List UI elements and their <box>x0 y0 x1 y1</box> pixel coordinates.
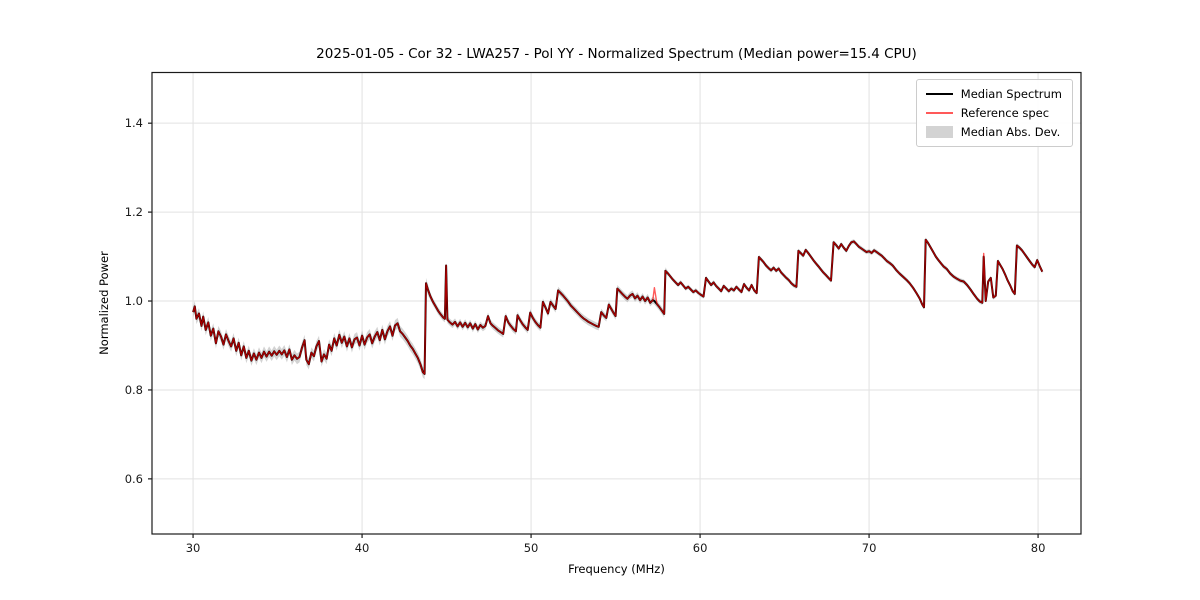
legend: Median Spectrum Reference spec Median Ab… <box>915 79 1073 147</box>
y-axis-label: Normalized Power <box>97 251 111 355</box>
chart-title: 2025-01-05 - Cor 32 - LWA257 - Pol YY - … <box>316 46 917 62</box>
reference-spec-line <box>192 239 1043 375</box>
y-tick-label: 1.0 <box>125 294 143 308</box>
mad-band-swatch-icon <box>925 126 953 138</box>
x-tick-label: 80 <box>1031 541 1046 555</box>
y-tick-label: 0.6 <box>125 472 143 486</box>
median-line-swatch-icon <box>925 93 953 95</box>
legend-label: Median Abs. Dev. <box>960 125 1061 139</box>
legend-label: Reference spec <box>960 106 1050 120</box>
axes-spines <box>151 71 1082 535</box>
legend-item-median-abs-dev: Median Abs. Dev. <box>925 125 1062 139</box>
y-tick-label: 1.2 <box>125 205 143 219</box>
x-axis-label: Frequency (MHz) <box>568 562 665 576</box>
y-tick-label: 0.8 <box>125 383 143 397</box>
x-tick-label: 60 <box>693 541 708 555</box>
y-tick-label: 1.4 <box>125 116 143 130</box>
legend-label: Median Spectrum <box>960 87 1062 101</box>
x-tick-label: 40 <box>355 541 370 555</box>
x-tick-label: 70 <box>862 541 877 555</box>
x-tick-label: 50 <box>524 541 539 555</box>
x-tick-label: 30 <box>186 541 201 555</box>
reference-line-swatch-icon <box>925 112 953 114</box>
legend-item-reference-spec: Reference spec <box>925 106 1062 120</box>
legend-item-median-spectrum: Median Spectrum <box>925 87 1062 101</box>
